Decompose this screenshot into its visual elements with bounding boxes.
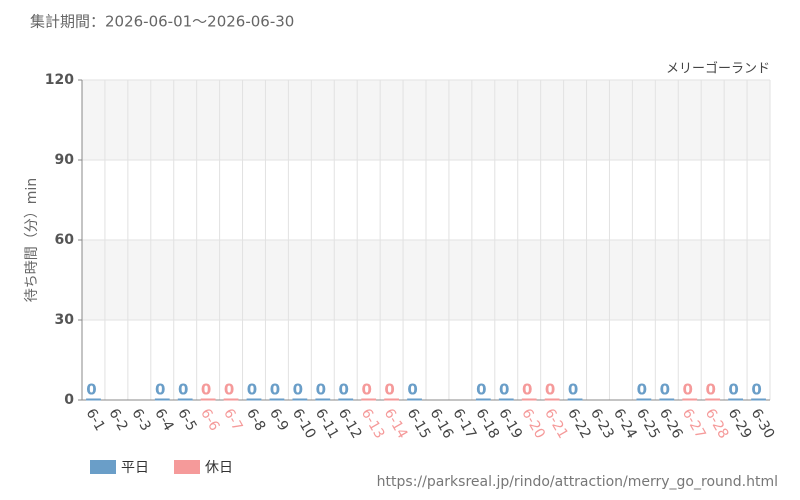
bar [498,398,514,401]
bar [246,398,262,401]
x-tick-label: 6-11 [312,406,342,442]
x-tick-label: 6-30 [748,406,778,442]
data-label: 0 [86,381,96,399]
data-label: 0 [293,381,303,399]
data-label: 0 [270,381,280,399]
bar [338,398,354,401]
bar [86,398,101,401]
y-tick-label: 60 [55,232,75,248]
legend-label: 平日 [121,460,149,476]
x-tick-label: 6-26 [656,406,686,442]
x-tick-label: 6-24 [610,406,640,442]
data-label: 0 [155,381,165,399]
data-label: 0 [361,381,371,399]
bar [659,398,675,401]
y-tick-label: 30 [55,312,75,328]
data-label: 0 [522,381,532,399]
data-label: 0 [201,381,211,399]
x-tick-label: 6-22 [564,406,594,442]
data-label: 0 [705,381,715,399]
bar [544,398,560,401]
x-tick-label: 6-18 [472,406,502,442]
data-label: 0 [316,381,326,399]
x-tick-label: 6-6 [197,406,222,434]
data-label: 0 [384,381,394,399]
x-tick-label: 6-14 [381,406,411,442]
x-tick-label: 6-4 [151,406,176,434]
bar [269,398,285,401]
bar [315,398,331,401]
data-label: 0 [751,381,761,399]
data-label: 0 [339,381,349,399]
x-tick-label: 6-27 [679,406,709,442]
x-tick-label: 6-8 [243,406,268,434]
data-label: 0 [660,381,670,399]
x-tick-label: 6-13 [358,406,388,442]
x-tick-label: 6-19 [495,406,525,442]
legend-swatch [90,460,116,474]
bar [751,398,766,401]
bar [521,398,537,401]
bar [682,398,698,401]
x-tick-label: 6-28 [702,406,732,442]
bar [407,398,422,401]
y-tick-label: 90 [55,152,75,168]
x-tick-label: 6-17 [449,406,479,442]
x-tick-label: 6-2 [105,406,130,434]
x-tick-label: 6-7 [220,406,245,434]
y-tick-label: 120 [45,72,74,88]
source: https://parksreal.jp/rindo/attraction/me… [377,474,778,490]
data-label: 0 [637,381,647,399]
y-tick-label: 0 [64,392,74,408]
data-label: 0 [568,381,578,399]
x-tick-label: 6-29 [725,406,755,442]
bar [177,398,193,401]
chart-subtitle: メリーゴーランド [666,61,770,77]
bar [384,398,399,401]
x-tick-label: 6-23 [587,406,617,442]
bar [705,398,721,401]
chart-title: 集計期間：2026-06-01～2026-06-30 [30,13,294,31]
x-tick-label: 6-20 [518,406,548,442]
legend-label: 休日 [205,460,233,476]
x-tick-label: 6-9 [266,406,291,434]
x-tick-label: 6-12 [335,406,365,442]
data-label: 0 [728,381,738,399]
data-label: 0 [224,381,234,399]
data-label: 0 [247,381,257,399]
bar [223,398,239,401]
data-label: 0 [476,381,486,399]
bar [567,398,583,401]
bar [154,398,170,401]
x-tick-label: 6-3 [128,406,153,434]
data-label: 0 [407,381,417,399]
data-label: 0 [545,381,555,399]
x-tick-label: 6-21 [541,406,571,442]
bar [475,398,491,401]
bar [728,398,743,401]
x-tick-label: 6-1 [83,406,108,434]
legend-swatch [174,460,200,474]
data-label: 0 [683,381,693,399]
bar [200,398,216,401]
data-label: 0 [499,381,509,399]
x-tick-label: 6-15 [404,406,434,442]
y-axis-label: 待ち時間（分）min [24,178,40,302]
x-tick-label: 6-10 [289,406,319,442]
bar [361,398,377,401]
x-tick-label: 6-25 [633,406,663,442]
x-tick-label: 6-16 [427,406,457,442]
bar [292,398,308,401]
data-label: 0 [178,381,188,399]
x-tick-label: 6-5 [174,406,199,434]
bar [636,398,652,401]
